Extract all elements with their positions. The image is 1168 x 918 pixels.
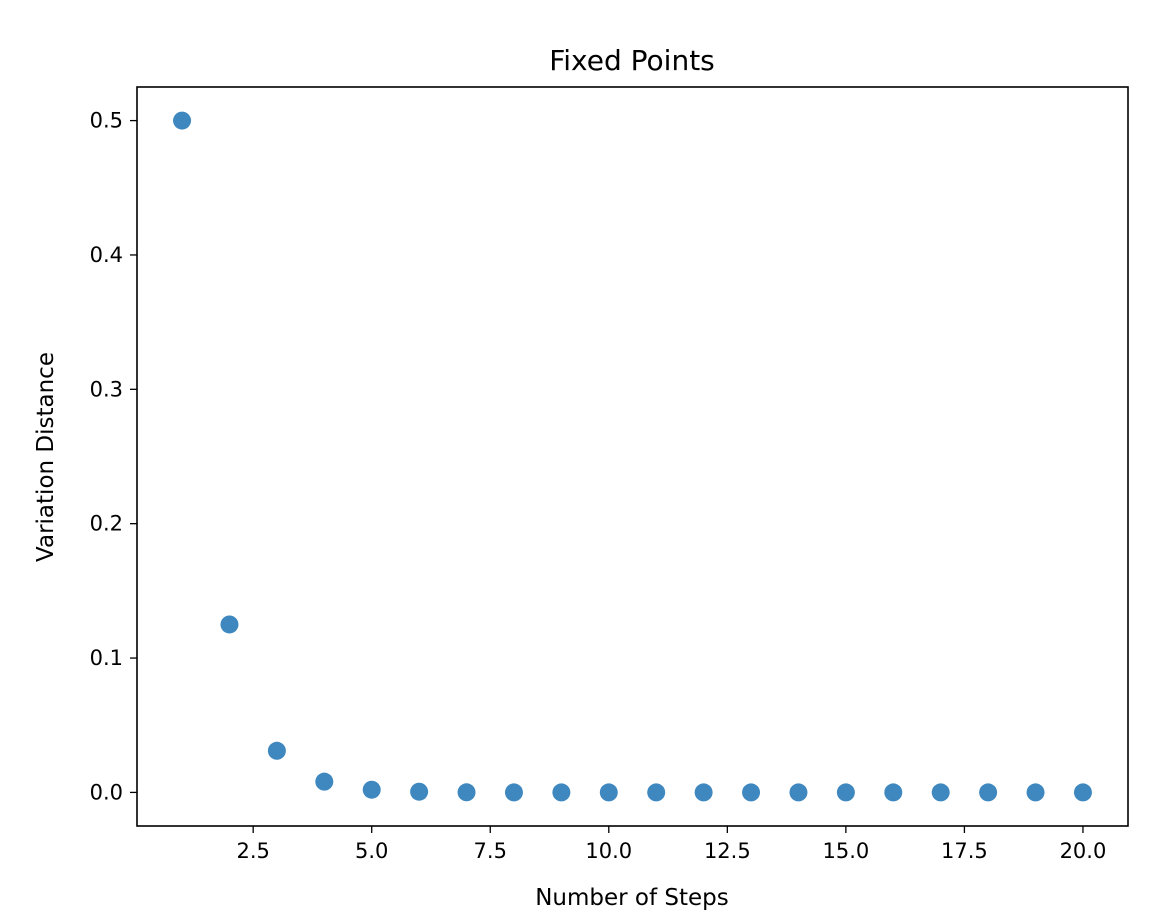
y-tick-label: 0.1 [90, 646, 123, 670]
data-point [1073, 783, 1092, 802]
data-points [173, 111, 1092, 802]
x-axis-ticks: 2.5 5.0 7.5 10.0 12.5 15.0 17.5 20.0 [236, 826, 1106, 863]
x-tick-label: 5.0 [355, 839, 388, 863]
data-point [789, 783, 808, 802]
x-tick-label: 7.5 [474, 839, 507, 863]
y-tick-label: 0.4 [90, 243, 123, 267]
data-point [1026, 783, 1045, 802]
data-point [979, 783, 998, 802]
data-point [504, 783, 523, 802]
chart-title: Fixed Points [549, 44, 715, 77]
x-tick-label: 2.5 [236, 839, 269, 863]
x-tick-label: 10.0 [585, 839, 632, 863]
data-point [647, 783, 666, 802]
data-point [694, 783, 713, 802]
data-point [457, 783, 476, 802]
x-tick-label: 20.0 [1060, 839, 1107, 863]
data-point [552, 783, 571, 802]
data-point [742, 783, 761, 802]
x-tick-label: 12.5 [704, 839, 751, 863]
x-tick-label: 17.5 [941, 839, 988, 863]
data-point [884, 783, 903, 802]
y-tick-label: 0.0 [90, 780, 123, 804]
x-axis-label: Number of Steps [535, 885, 729, 911]
y-tick-label: 0.2 [90, 512, 123, 536]
y-tick-label: 0.3 [90, 377, 123, 401]
data-point [410, 782, 429, 801]
data-point [599, 783, 618, 802]
plot-frame [136, 86, 1129, 827]
data-point [836, 783, 855, 802]
y-axis-ticks: 0.0 0.1 0.2 0.3 0.4 0.5 [90, 109, 137, 804]
data-point [173, 111, 192, 130]
data-point [315, 772, 334, 791]
data-point [220, 615, 239, 634]
y-axis-label: Variation Distance [33, 352, 59, 562]
x-tick-label: 15.0 [822, 839, 869, 863]
data-point [931, 783, 950, 802]
data-point [362, 780, 381, 799]
data-point [267, 741, 286, 760]
y-tick-label: 0.5 [90, 109, 123, 133]
